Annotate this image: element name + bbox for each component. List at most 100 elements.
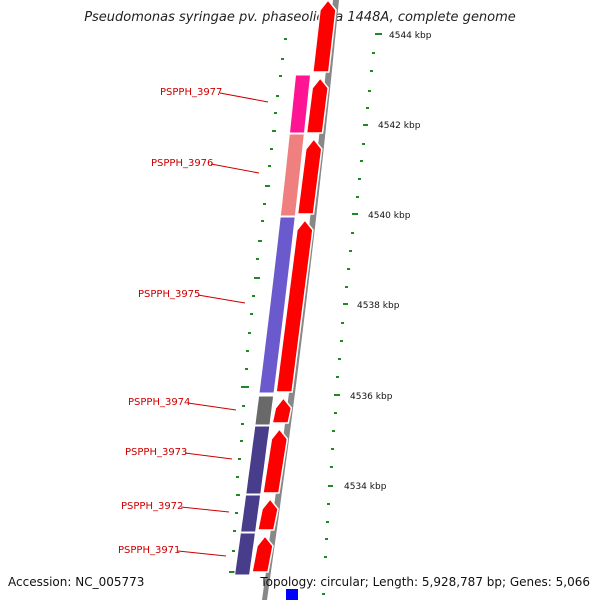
gc-skew-tick — [242, 405, 245, 407]
gc-skew-tick — [360, 160, 363, 162]
gc-skew-tick — [352, 213, 358, 215]
gc-skew-tick — [356, 196, 359, 198]
gc-skew-tick — [261, 220, 264, 222]
gc-skew-tick — [265, 185, 270, 187]
gc-skew-tick — [263, 203, 266, 205]
gc-skew-tick — [238, 458, 241, 460]
gc-skew-tick — [334, 394, 340, 396]
gene-block-pspph_3972 — [240, 494, 262, 533]
gc-skew-tick — [252, 295, 255, 297]
gc-skew-tick — [326, 521, 329, 523]
gc-skew-tick — [233, 530, 236, 532]
gene-label: PSPPH_3973 — [125, 447, 187, 458]
gene-block-pspph_3976 — [279, 133, 305, 217]
gc-skew-tick — [281, 58, 284, 60]
gc-skew-tick — [325, 538, 328, 540]
gc-skew-tick — [276, 95, 279, 97]
gc-skew-tick — [340, 340, 343, 342]
gc-skew-tick — [270, 148, 273, 150]
gc-skew-tick — [236, 476, 239, 478]
gc-skew-tick — [334, 412, 337, 414]
gc-skew-tick — [368, 90, 371, 92]
gc-skew-tick — [345, 286, 348, 288]
gc-skew-tick — [362, 143, 365, 145]
gc-skew-tick — [256, 258, 259, 260]
bottom-feature — [286, 589, 298, 600]
gene-label-leader — [197, 294, 246, 304]
gene-block-pspph_3975 — [258, 216, 296, 394]
gc-skew-tick — [245, 368, 248, 370]
gc-skew-tick — [330, 466, 333, 468]
gc-skew-tick — [284, 38, 287, 40]
map-title: Pseudomonas syringae pv. phaseolicola 14… — [84, 10, 516, 25]
gene-block-pspph_3971 — [234, 532, 256, 576]
gc-skew-track-right — [322, 33, 382, 595]
gc-skew-tick — [366, 107, 369, 109]
gc-skew-tick — [268, 165, 271, 167]
gene-label-leader — [219, 92, 269, 103]
gc-skew-tick — [250, 313, 253, 315]
forward-cds-arrow — [311, 0, 337, 73]
gc-skew-tick — [254, 277, 260, 279]
gc-skew-tick — [246, 350, 249, 352]
gene-label: PSPPH_3974 — [128, 397, 190, 408]
gc-skew-tick — [279, 75, 282, 77]
gene-label: PSPPH_3972 — [121, 501, 183, 512]
gc-skew-tick — [363, 124, 368, 126]
gc-skew-tick — [349, 250, 352, 252]
gc-skew-tick — [229, 571, 237, 573]
gc-skew-tick — [336, 376, 339, 378]
gc-skew-tick — [258, 240, 262, 242]
forward-cds-arrow — [262, 427, 289, 494]
gc-skew-tick — [236, 494, 240, 496]
gene-labels: PSPPH_3977 PSPPH_3976 PSPPH_3975 PSPPH_3974… — [118, 87, 269, 557]
gene-block-pspph_3974 — [254, 395, 275, 426]
kbp-label: 4544 kbp — [389, 31, 432, 41]
gene-block-pspph_3977 — [288, 74, 312, 134]
kbp-label: 4534 kbp — [344, 482, 387, 492]
gc-skew-tick — [375, 33, 382, 35]
forward-cds-arrow — [256, 497, 279, 531]
gene-track — [234, 74, 312, 576]
gene-label: PSPPH_3976 — [151, 158, 213, 169]
forward-cds-track — [251, 0, 337, 600]
gene-label: PSPPH_3971 — [118, 545, 180, 556]
gc-skew-tick — [351, 232, 354, 234]
accession-text: Accession: NC_005773 — [8, 575, 145, 589]
gc-skew-tick — [240, 440, 243, 442]
gene-block-pspph_3973 — [245, 425, 271, 495]
gene-label-leader — [180, 506, 230, 513]
forward-cds-arrow — [275, 218, 314, 393]
gc-skew-tick — [341, 322, 344, 324]
gc-skew-tick — [328, 485, 333, 487]
forward-cds-arrow — [296, 137, 323, 215]
gc-skew-tick — [232, 550, 235, 552]
forward-cds-arrow — [305, 76, 329, 134]
gc-skew-tick — [327, 503, 330, 505]
gene-label-leader — [187, 402, 237, 411]
forward-cds-arrow — [271, 396, 293, 424]
gc-skew-tick — [322, 593, 325, 595]
gc-skew-tick — [338, 358, 341, 360]
gc-skew-tick — [343, 303, 348, 305]
gc-skew-tick — [358, 178, 361, 180]
gc-skew-tick — [324, 556, 327, 558]
forward-cds-arrow — [251, 534, 274, 573]
kbp-label: 4540 kbp — [368, 211, 411, 221]
gene-label-leader — [177, 550, 227, 557]
gc-skew-tick — [235, 512, 238, 514]
gc-skew-tick — [370, 70, 373, 72]
kbp-label: 4536 kbp — [350, 392, 393, 402]
gc-skew-tick — [272, 130, 276, 132]
gene-label-leader — [184, 452, 233, 460]
gene-label: PSPPH_3975 — [138, 289, 200, 300]
gc-skew-tick — [372, 52, 375, 54]
gc-skew-tick — [241, 386, 249, 388]
genome-summary-text: Topology: circular; Length: 5,928,787 bp… — [260, 575, 590, 589]
kbp-labels: 4544 kbp 4542 kbp 4540 kbp 4538 kbp 4536 kbp… — [344, 31, 432, 492]
gc-skew-tick — [347, 268, 350, 270]
gene-label-leader — [210, 163, 260, 174]
gc-skew-tick — [332, 430, 335, 432]
kbp-label: 4542 kbp — [378, 121, 421, 131]
